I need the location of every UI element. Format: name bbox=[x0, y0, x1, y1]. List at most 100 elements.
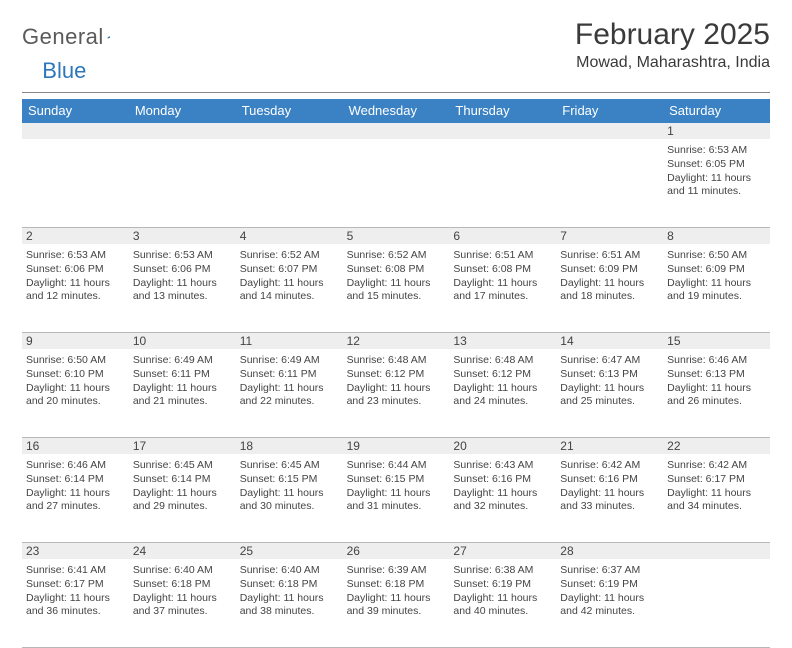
day-cell: 22Sunrise: 6:42 AMSunset: 6:17 PMDayligh… bbox=[663, 438, 770, 542]
daylight-text: Daylight: 11 hours and 40 minutes. bbox=[453, 592, 552, 618]
daylight-text: Daylight: 11 hours and 34 minutes. bbox=[667, 487, 766, 513]
sunrise-text: Sunrise: 6:39 AM bbox=[347, 564, 446, 577]
day-body bbox=[343, 139, 450, 227]
day-number: 13 bbox=[449, 334, 466, 348]
sunrise-text: Sunrise: 6:38 AM bbox=[453, 564, 552, 577]
weekday-header: Saturday bbox=[663, 99, 770, 123]
day-cell bbox=[556, 123, 663, 227]
weekday-header: Wednesday bbox=[343, 99, 450, 123]
sunset-text: Sunset: 6:13 PM bbox=[560, 368, 659, 381]
daylight-text: Daylight: 11 hours and 17 minutes. bbox=[453, 277, 552, 303]
day-cell: 5Sunrise: 6:52 AMSunset: 6:08 PMDaylight… bbox=[343, 228, 450, 332]
day-cell: 24Sunrise: 6:40 AMSunset: 6:18 PMDayligh… bbox=[129, 543, 236, 647]
daylight-text: Daylight: 11 hours and 26 minutes. bbox=[667, 382, 766, 408]
day-cell: 1Sunrise: 6:53 AMSunset: 6:05 PMDaylight… bbox=[663, 123, 770, 227]
logo-text-blue: Blue bbox=[42, 58, 86, 84]
day-body: Sunrise: 6:38 AMSunset: 6:19 PMDaylight:… bbox=[449, 559, 556, 647]
sunset-text: Sunset: 6:13 PM bbox=[667, 368, 766, 381]
sunset-text: Sunset: 6:19 PM bbox=[560, 578, 659, 591]
logo-text-general: General bbox=[22, 24, 104, 50]
day-body: Sunrise: 6:46 AMSunset: 6:14 PMDaylight:… bbox=[22, 454, 129, 542]
day-body: Sunrise: 6:49 AMSunset: 6:11 PMDaylight:… bbox=[236, 349, 343, 437]
day-body bbox=[22, 139, 129, 227]
sunset-text: Sunset: 6:11 PM bbox=[240, 368, 339, 381]
day-body: Sunrise: 6:39 AMSunset: 6:18 PMDaylight:… bbox=[343, 559, 450, 647]
sunrise-text: Sunrise: 6:47 AM bbox=[560, 354, 659, 367]
day-number: 7 bbox=[556, 229, 567, 243]
daylight-text: Daylight: 11 hours and 30 minutes. bbox=[240, 487, 339, 513]
day-number-bar: 7 bbox=[556, 228, 663, 244]
day-body: Sunrise: 6:42 AMSunset: 6:16 PMDaylight:… bbox=[556, 454, 663, 542]
sunrise-text: Sunrise: 6:52 AM bbox=[240, 249, 339, 262]
daylight-text: Daylight: 11 hours and 23 minutes. bbox=[347, 382, 446, 408]
sunrise-text: Sunrise: 6:45 AM bbox=[240, 459, 339, 472]
daylight-text: Daylight: 11 hours and 13 minutes. bbox=[133, 277, 232, 303]
day-cell bbox=[343, 123, 450, 227]
day-number: 5 bbox=[343, 229, 354, 243]
sunset-text: Sunset: 6:09 PM bbox=[560, 263, 659, 276]
day-number-bar: 18 bbox=[236, 438, 343, 454]
day-cell: 16Sunrise: 6:46 AMSunset: 6:14 PMDayligh… bbox=[22, 438, 129, 542]
sunset-text: Sunset: 6:10 PM bbox=[26, 368, 125, 381]
day-body bbox=[556, 139, 663, 227]
calendar: Sunday Monday Tuesday Wednesday Thursday… bbox=[22, 99, 770, 648]
week-row: 2Sunrise: 6:53 AMSunset: 6:06 PMDaylight… bbox=[22, 228, 770, 333]
day-cell: 26Sunrise: 6:39 AMSunset: 6:18 PMDayligh… bbox=[343, 543, 450, 647]
sunrise-text: Sunrise: 6:42 AM bbox=[560, 459, 659, 472]
day-body bbox=[236, 139, 343, 227]
sunset-text: Sunset: 6:17 PM bbox=[26, 578, 125, 591]
sunrise-text: Sunrise: 6:53 AM bbox=[26, 249, 125, 262]
day-number-bar: 25 bbox=[236, 543, 343, 559]
day-number-bar: 17 bbox=[129, 438, 236, 454]
title-rule bbox=[22, 92, 770, 93]
sunset-text: Sunset: 6:16 PM bbox=[560, 473, 659, 486]
day-cell: 28Sunrise: 6:37 AMSunset: 6:19 PMDayligh… bbox=[556, 543, 663, 647]
day-number: 9 bbox=[22, 334, 33, 348]
day-number-bar: 14 bbox=[556, 333, 663, 349]
day-cell: 17Sunrise: 6:45 AMSunset: 6:14 PMDayligh… bbox=[129, 438, 236, 542]
day-cell: 8Sunrise: 6:50 AMSunset: 6:09 PMDaylight… bbox=[663, 228, 770, 332]
sunrise-text: Sunrise: 6:53 AM bbox=[667, 144, 766, 157]
sunset-text: Sunset: 6:18 PM bbox=[240, 578, 339, 591]
month-title: February 2025 bbox=[575, 18, 770, 52]
sunset-text: Sunset: 6:08 PM bbox=[453, 263, 552, 276]
week-row: 23Sunrise: 6:41 AMSunset: 6:17 PMDayligh… bbox=[22, 543, 770, 648]
day-number-bar bbox=[449, 123, 556, 139]
daylight-text: Daylight: 11 hours and 19 minutes. bbox=[667, 277, 766, 303]
day-body: Sunrise: 6:53 AMSunset: 6:06 PMDaylight:… bbox=[129, 244, 236, 332]
day-number: 18 bbox=[236, 439, 253, 453]
day-number-bar: 24 bbox=[129, 543, 236, 559]
day-number-bar: 21 bbox=[556, 438, 663, 454]
daylight-text: Daylight: 11 hours and 39 minutes. bbox=[347, 592, 446, 618]
day-number-bar: 1 bbox=[663, 123, 770, 139]
sunrise-text: Sunrise: 6:50 AM bbox=[26, 354, 125, 367]
sunset-text: Sunset: 6:09 PM bbox=[667, 263, 766, 276]
day-body: Sunrise: 6:37 AMSunset: 6:19 PMDaylight:… bbox=[556, 559, 663, 647]
sunrise-text: Sunrise: 6:51 AM bbox=[560, 249, 659, 262]
day-body: Sunrise: 6:45 AMSunset: 6:14 PMDaylight:… bbox=[129, 454, 236, 542]
weekday-header: Sunday bbox=[22, 99, 129, 123]
day-cell: 3Sunrise: 6:53 AMSunset: 6:06 PMDaylight… bbox=[129, 228, 236, 332]
day-body: Sunrise: 6:53 AMSunset: 6:06 PMDaylight:… bbox=[22, 244, 129, 332]
sunrise-text: Sunrise: 6:53 AM bbox=[133, 249, 232, 262]
day-body: Sunrise: 6:53 AMSunset: 6:05 PMDaylight:… bbox=[663, 139, 770, 227]
day-number-bar: 28 bbox=[556, 543, 663, 559]
day-cell: 18Sunrise: 6:45 AMSunset: 6:15 PMDayligh… bbox=[236, 438, 343, 542]
day-number-bar: 2 bbox=[22, 228, 129, 244]
day-cell: 10Sunrise: 6:49 AMSunset: 6:11 PMDayligh… bbox=[129, 333, 236, 437]
day-number: 2 bbox=[22, 229, 33, 243]
daylight-text: Daylight: 11 hours and 33 minutes. bbox=[560, 487, 659, 513]
day-number-bar: 3 bbox=[129, 228, 236, 244]
day-cell: 19Sunrise: 6:44 AMSunset: 6:15 PMDayligh… bbox=[343, 438, 450, 542]
daylight-text: Daylight: 11 hours and 21 minutes. bbox=[133, 382, 232, 408]
day-cell bbox=[449, 123, 556, 227]
weekday-header: Thursday bbox=[449, 99, 556, 123]
day-body: Sunrise: 6:49 AMSunset: 6:11 PMDaylight:… bbox=[129, 349, 236, 437]
day-cell: 12Sunrise: 6:48 AMSunset: 6:12 PMDayligh… bbox=[343, 333, 450, 437]
week-row: 16Sunrise: 6:46 AMSunset: 6:14 PMDayligh… bbox=[22, 438, 770, 543]
day-body bbox=[449, 139, 556, 227]
sunset-text: Sunset: 6:07 PM bbox=[240, 263, 339, 276]
day-number: 21 bbox=[556, 439, 573, 453]
sunrise-text: Sunrise: 6:42 AM bbox=[667, 459, 766, 472]
day-cell: 23Sunrise: 6:41 AMSunset: 6:17 PMDayligh… bbox=[22, 543, 129, 647]
